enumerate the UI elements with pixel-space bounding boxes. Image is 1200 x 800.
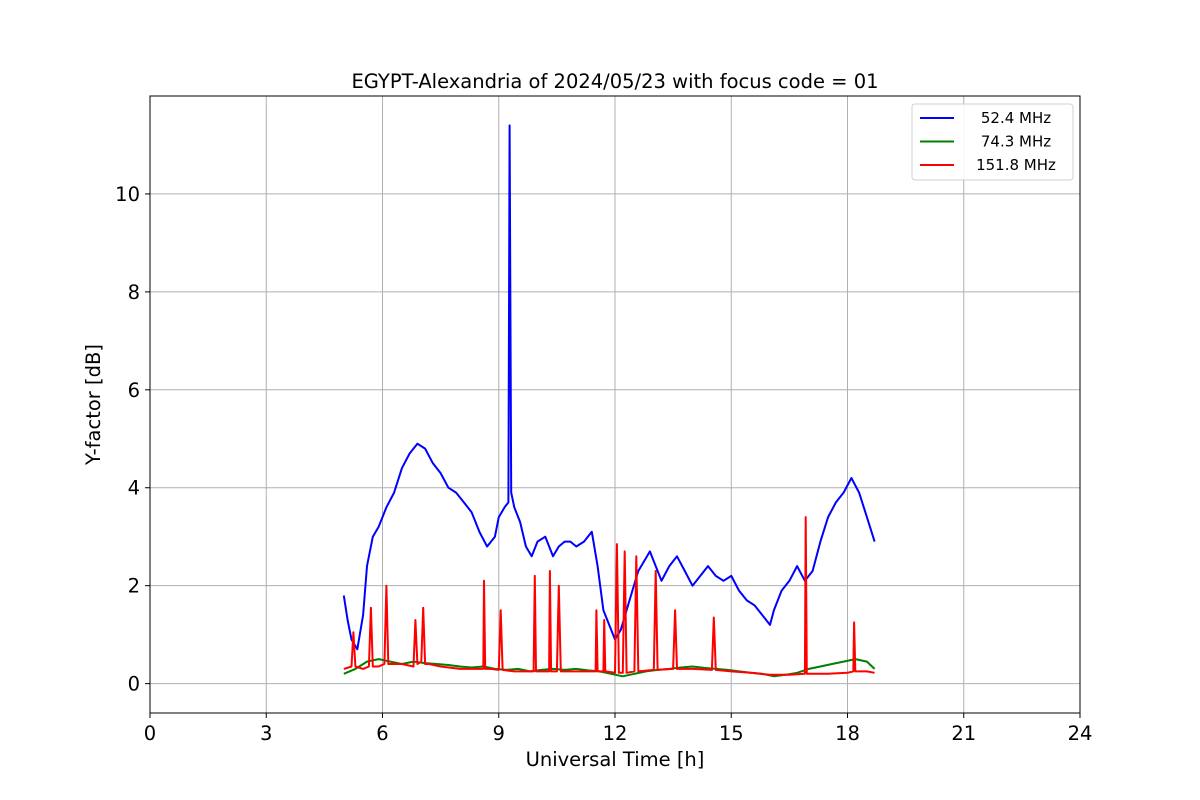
y-tick-label: 4 — [128, 477, 140, 500]
y-grid — [150, 193, 1080, 685]
x-tick-label: 6 — [376, 722, 388, 745]
legend: 52.4 MHz 74.3 MHz 151.8 MHz — [911, 103, 1074, 181]
y-tick-label: 8 — [128, 281, 140, 304]
x-axis-label: Universal Time [h] — [526, 748, 705, 771]
series-line-1 — [342, 124, 876, 651]
x-tick-label: 12 — [603, 722, 628, 745]
x-tick-label: 3 — [260, 722, 272, 745]
legend-label: 52.4 MHz — [981, 109, 1051, 127]
x-tick-label: 21 — [951, 722, 976, 745]
legend-label: 151.8 MHz — [976, 156, 1056, 174]
chart-title: EGYPT-Alexandria of 2024/05/23 with focu… — [351, 70, 878, 93]
y-tick-label: 10 — [115, 183, 140, 206]
y-axis-ticks: 0 2 4 6 8 10 — [115, 183, 150, 696]
legend-items: 52.4 MHz 74.3 MHz 151.8 MHz — [920, 109, 1056, 174]
y-tick-label: 0 — [128, 673, 140, 696]
plot-area — [149, 95, 1081, 714]
x-tick-label: 18 — [835, 722, 860, 745]
series-lines — [342, 124, 876, 678]
y-tick-label: 2 — [128, 575, 140, 598]
y-tick-label: 6 — [128, 379, 140, 402]
x-axis-ticks: 0 3 6 9 12 15 18 21 24 — [144, 713, 1093, 745]
y-axis-label: Y-factor [dB] — [82, 344, 105, 466]
legend-label: 74.3 MHz — [981, 133, 1051, 151]
series-line-3 — [343, 516, 875, 676]
x-tick-label: 15 — [719, 722, 744, 745]
legend-box — [911, 103, 1074, 181]
x-tick-label: 24 — [1068, 722, 1093, 745]
x-tick-label: 9 — [493, 722, 505, 745]
x-tick-label: 0 — [144, 722, 156, 745]
x-grid — [149, 96, 1081, 713]
